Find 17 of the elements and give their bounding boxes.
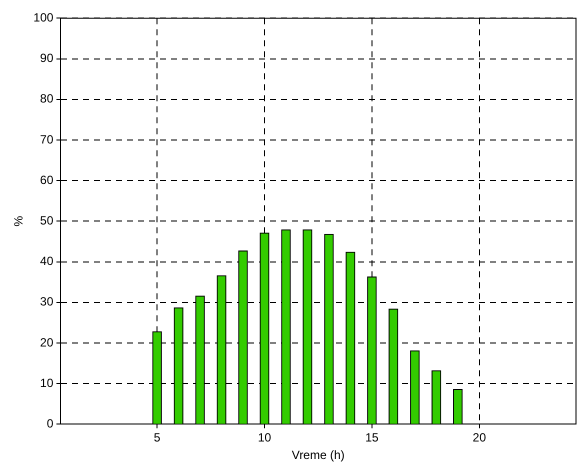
y-tick-label: 60 xyxy=(40,172,54,187)
y-tick-label: 90 xyxy=(40,51,54,66)
y-axis-title: % xyxy=(12,216,26,227)
y-tick-label: 40 xyxy=(40,254,54,268)
y-tick-label: 100 xyxy=(33,10,54,25)
x-tick-label: 5 xyxy=(154,430,161,445)
y-tick-label: 70 xyxy=(40,132,54,146)
x-tick-label: 20 xyxy=(472,430,486,445)
y-tick-label: 30 xyxy=(40,294,54,309)
y-tick-label: 10 xyxy=(40,376,54,390)
y-tick-label: 50 xyxy=(40,214,54,228)
y-tick-label: 80 xyxy=(40,92,54,106)
y-tick-label: 0 xyxy=(46,416,54,431)
x-tick-label: 15 xyxy=(365,430,379,445)
x-axis-title: Vreme (h) xyxy=(292,448,345,462)
x-tick-label: 10 xyxy=(258,430,272,445)
y-tick-label: 20 xyxy=(40,335,54,350)
